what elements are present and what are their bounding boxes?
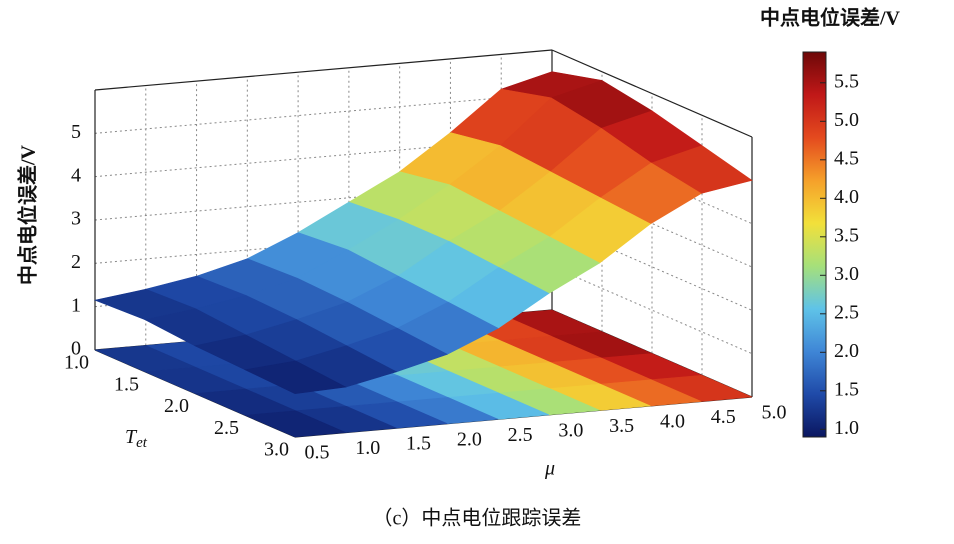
z-axis-label: 中点电位误差/V [16, 144, 40, 285]
y-tick-label: 1.0 [64, 352, 89, 374]
colorbar-tick-label: 3.0 [834, 263, 859, 285]
colorbar-tick-label: 1.5 [834, 378, 859, 400]
colorbar [802, 51, 827, 438]
grid-line [94, 179, 553, 221]
colorbar-tick-label: 5.0 [834, 109, 859, 131]
caption: （c）中点电位跟踪误差 [373, 507, 582, 530]
z-tick-label: 3 [71, 208, 81, 230]
x-tick-label: 3.5 [609, 415, 634, 437]
z-tick-label: 5 [71, 121, 81, 143]
x-axis-label: μ [544, 458, 555, 480]
surface-patch [244, 360, 347, 394]
y-tick-label: 3.0 [264, 439, 289, 461]
x-tick-label: 2.5 [508, 424, 533, 446]
colorbar-tick-label: 5.5 [834, 70, 859, 92]
x-tick-label: 4.0 [660, 410, 685, 432]
y-axis-label-base: T [125, 426, 138, 448]
x-tick-label: 3.0 [558, 419, 583, 441]
colorbar-tick-label: 4.0 [834, 186, 859, 208]
floor-contour [244, 410, 346, 438]
x-tick-label: 1.0 [355, 437, 380, 459]
z-tick-label: 1 [71, 294, 81, 316]
colorbar-tick-label: 4.5 [834, 147, 859, 169]
x-tick-label: 4.5 [711, 406, 736, 428]
axis-edge [94, 49, 553, 91]
x-tick-label: 1.5 [406, 433, 431, 455]
colorbar-tick-label: 2.0 [834, 340, 859, 362]
y-tick-label: 2.5 [214, 417, 239, 439]
x-tick-label: 5.0 [762, 402, 787, 424]
y-axis-label: Tet [125, 426, 148, 452]
colorbar-tick-label: 2.5 [834, 301, 859, 323]
grid-line [551, 266, 753, 355]
z-tick-label: 0 [71, 338, 81, 360]
colorbar-title: 中点电位误差/V [760, 6, 901, 30]
y-tick-label: 1.5 [114, 373, 139, 395]
y-axis-label-sub: et [136, 435, 148, 451]
x-tick-label: 2.0 [457, 428, 482, 450]
y-tick-label: 2.0 [164, 395, 189, 417]
grid-line [94, 92, 553, 134]
grid-line [94, 136, 553, 178]
colorbar-tick-label: 3.5 [834, 224, 859, 246]
axis-edge [551, 49, 753, 138]
z-tick-label: 2 [71, 251, 81, 273]
x-tick-label: 0.5 [305, 442, 330, 464]
grid-line [94, 222, 553, 264]
z-tick-label: 4 [71, 164, 81, 186]
colorbar-tick-label: 1.0 [834, 417, 859, 439]
